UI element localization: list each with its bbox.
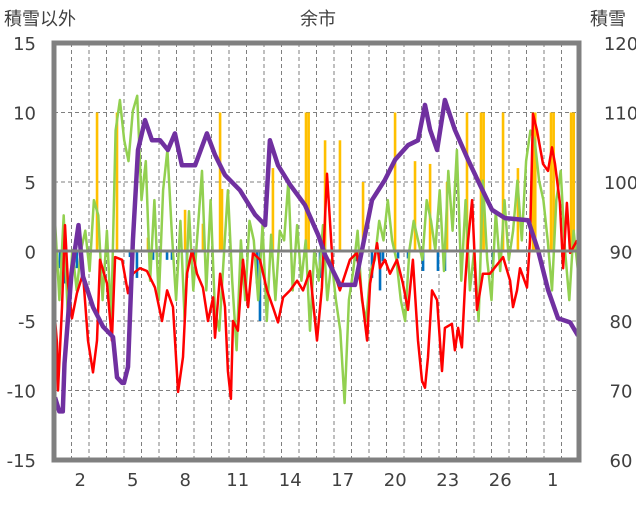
right-tick-label: 70 bbox=[610, 382, 633, 403]
orange-bar bbox=[95, 112, 99, 252]
left-tick-label: 5 bbox=[25, 173, 36, 194]
purple-series-line bbox=[52, 97, 580, 414]
orange-bar bbox=[271, 168, 275, 252]
right-tick-label: 90 bbox=[610, 243, 633, 264]
orange-bar bbox=[569, 112, 573, 252]
x-tick-label: 23 bbox=[436, 470, 459, 491]
blue-bar bbox=[381, 251, 385, 262]
blue-bar bbox=[396, 251, 400, 259]
orange-bar bbox=[501, 112, 505, 252]
orange-bar bbox=[393, 112, 397, 252]
blue-bar bbox=[170, 251, 174, 260]
x-tick-label: 14 bbox=[279, 470, 302, 491]
x-tick-label: 26 bbox=[489, 470, 512, 491]
left-tick-label: -5 bbox=[18, 312, 36, 333]
blue-bar bbox=[135, 251, 139, 278]
x-tick-label: 11 bbox=[226, 470, 249, 491]
blue-bar bbox=[128, 251, 132, 258]
series-lines bbox=[52, 94, 580, 414]
x-tick-label: 20 bbox=[384, 470, 407, 491]
orange-bar bbox=[183, 209, 187, 252]
orange-bar bbox=[413, 161, 417, 252]
orange-bar bbox=[304, 112, 308, 252]
orange-bar bbox=[428, 163, 432, 252]
x-tick-label: 8 bbox=[180, 470, 191, 491]
right-tick-label: 80 bbox=[610, 312, 633, 333]
blue-bar bbox=[75, 251, 79, 269]
right-tick-label: 60 bbox=[610, 451, 633, 472]
chart-title: 余市 bbox=[300, 9, 336, 30]
blue-bar bbox=[436, 251, 440, 271]
orange-bar bbox=[531, 112, 535, 252]
orange-bar bbox=[465, 112, 469, 252]
left-tick-label: 0 bbox=[25, 243, 36, 264]
blue-bar bbox=[151, 251, 155, 260]
blue-bar bbox=[378, 251, 382, 291]
orange-bar bbox=[218, 112, 222, 252]
blue-bar bbox=[421, 251, 425, 271]
plot-frame bbox=[51, 40, 582, 463]
blue-bar bbox=[58, 251, 62, 269]
orange-bar bbox=[552, 112, 555, 252]
x-tick-label: 17 bbox=[331, 470, 354, 491]
orange-bar bbox=[115, 112, 119, 252]
right-tick-label: 100 bbox=[604, 173, 636, 194]
orange-bar bbox=[361, 182, 365, 252]
right-tick-label: 110 bbox=[604, 104, 636, 125]
right-axis-title: 積雪 bbox=[590, 9, 626, 30]
orange-bar bbox=[533, 112, 537, 252]
green-series-line bbox=[53, 94, 580, 405]
orange-bar bbox=[307, 112, 310, 252]
x-tick-label: 2 bbox=[75, 470, 86, 491]
left-tick-label: 15 bbox=[13, 34, 36, 55]
orange-bar bbox=[201, 223, 205, 252]
left-tick-label: -10 bbox=[7, 382, 36, 403]
x-tick-label: 1 bbox=[547, 470, 558, 491]
orange-bar bbox=[338, 140, 342, 252]
x-tick-label: 5 bbox=[127, 470, 138, 491]
blue-bar bbox=[165, 251, 169, 260]
orange-bar bbox=[220, 188, 224, 252]
left-tick-label: 10 bbox=[13, 104, 36, 125]
right-tick-label: 120 bbox=[604, 34, 636, 55]
orange-bar bbox=[572, 112, 576, 252]
left-tick-label: -15 bbox=[7, 451, 36, 472]
orange-bar bbox=[516, 168, 520, 252]
orange-bar bbox=[549, 112, 553, 252]
left-axis-title: 積雪以外 bbox=[4, 9, 76, 30]
